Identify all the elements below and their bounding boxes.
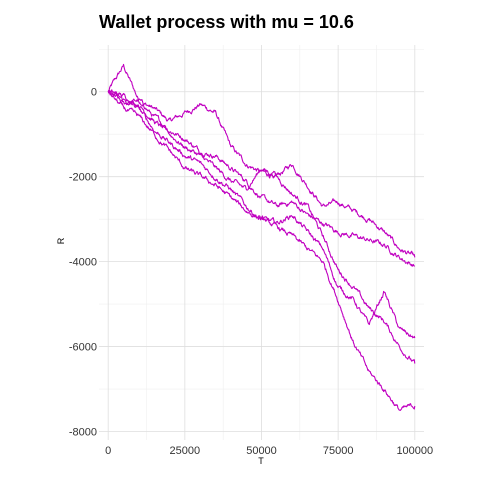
chart-title: Wallet process with mu = 10.6 bbox=[99, 12, 354, 32]
y-tick-label: 0 bbox=[91, 87, 97, 99]
x-axis-ticks: 0 25000 50000 75000 100000 bbox=[105, 445, 433, 457]
wallet-path-series-2 bbox=[108, 89, 415, 267]
x-tick-label: 100000 bbox=[396, 445, 433, 457]
x-tick-label: 25000 bbox=[170, 445, 201, 457]
y-axis-ticks: 0 -2000 -4000 -6000 -8000 bbox=[69, 87, 97, 439]
x-axis-label: T bbox=[258, 456, 264, 466]
y-tick-label: -2000 bbox=[69, 172, 97, 184]
wallet-path-series-5 bbox=[107, 90, 416, 411]
series-layer bbox=[107, 63, 416, 411]
x-tick-label: 75000 bbox=[323, 445, 354, 457]
y-axis-label: R bbox=[56, 237, 66, 244]
x-tick-label: 0 bbox=[105, 445, 111, 457]
wallet-path-series-3 bbox=[107, 89, 416, 364]
y-tick-label: -8000 bbox=[69, 427, 97, 439]
wallet-path-series-4 bbox=[107, 89, 416, 339]
y-tick-label: -4000 bbox=[69, 257, 97, 269]
x-tick-label: 50000 bbox=[246, 445, 277, 457]
y-tick-label: -6000 bbox=[69, 342, 97, 354]
